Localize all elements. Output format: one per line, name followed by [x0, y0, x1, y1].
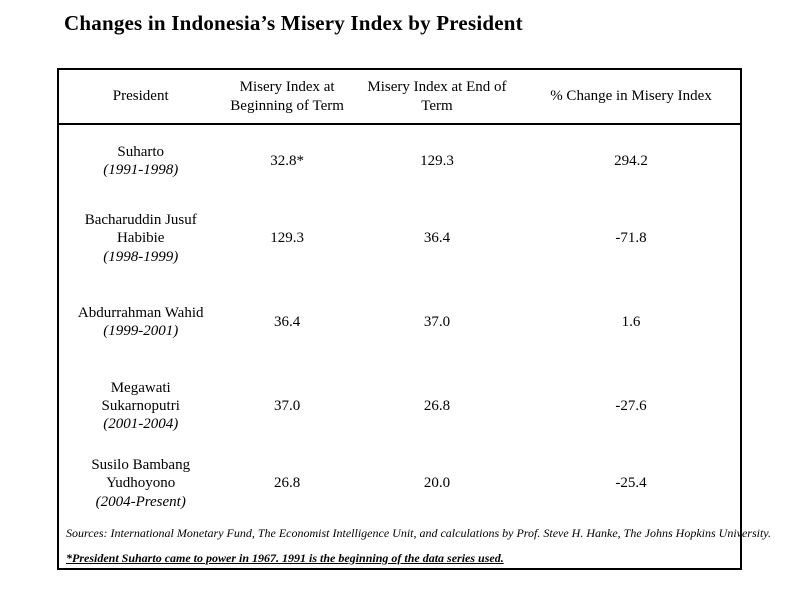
- misery-change-value: -71.8: [615, 230, 647, 247]
- table-row-suharto: Suharto (1991-1998) 32.8* 129.3 294.2: [59, 125, 740, 197]
- page-title: Changes in Indonesia’s Misery Index by P…: [64, 11, 523, 35]
- president-name: Susilo Bambang Yudhoyono: [91, 457, 191, 492]
- table-header-row: President Misery Index at Beginning of T…: [59, 70, 740, 125]
- president-term-years: (2001-2004): [103, 416, 179, 433]
- misery-begin-value: 32.8*: [270, 152, 304, 169]
- misery-change-value: -27.6: [615, 397, 647, 414]
- table-row-wahid: Abdurrahman Wahid (1999-2001) 36.4 37.0 …: [59, 280, 740, 364]
- misery-change-value: 1.6: [621, 313, 641, 330]
- footnote: *President Suharto came to power in 1967…: [66, 550, 504, 565]
- president-cell: Suharto (1991-1998): [59, 125, 222, 197]
- president-name-block: Bacharuddin Jusuf Habibie (1998-1999): [78, 211, 204, 266]
- president-name-block: Suharto (1991-1998): [103, 143, 178, 180]
- misery-change-value: 294.2: [614, 152, 648, 169]
- column-header-label: Misery Index at End of Term: [367, 79, 507, 114]
- column-header-label: President: [112, 88, 169, 105]
- president-cell: Megawati Sukarnoputri (2001-2004): [59, 364, 222, 448]
- sources-note: Sources: International Monetary Fund, Th…: [66, 525, 771, 540]
- table-row-yudhoyono: Susilo Bambang Yudhoyono (2004-Present) …: [59, 448, 740, 519]
- president-name-block: Abdurrahman Wahid (1999-2001): [78, 304, 204, 341]
- column-header-begin-term: Misery Index at Beginning of Term: [222, 70, 351, 123]
- president-term-years: (1991-1998): [103, 162, 179, 178]
- misery-begin-value: 36.4: [274, 313, 301, 330]
- misery-end-value: 20.0: [423, 475, 451, 492]
- president-name: Suharto: [117, 143, 165, 160]
- president-name-block: Susilo Bambang Yudhoyono (2004-Present): [78, 456, 204, 511]
- misery-end-value: 37.0: [423, 313, 451, 330]
- president-term-years: (2004-Present): [95, 493, 186, 510]
- president-name: Bacharuddin Jusuf Habibie: [84, 212, 197, 247]
- misery-end-value: 26.8: [423, 397, 451, 414]
- column-header-end-term: Misery Index at End of Term: [352, 70, 522, 123]
- president-name: Abdurrahman Wahid: [77, 304, 204, 321]
- president-cell: Bacharuddin Jusuf Habibie (1998-1999): [59, 197, 222, 280]
- column-header-pct-change: % Change in Misery Index: [522, 70, 740, 123]
- table-row-megawati: Megawati Sukarnoputri (2001-2004) 37.0 2…: [59, 364, 740, 448]
- column-header-label: % Change in Misery Index: [550, 88, 712, 105]
- president-name: Megawati Sukarnoputri: [101, 379, 180, 414]
- misery-begin-value: 37.0: [274, 397, 301, 414]
- president-name-block: Megawati Sukarnoputri (2001-2004): [78, 379, 204, 434]
- misery-begin-value: 26.8: [274, 475, 301, 492]
- president-cell: Abdurrahman Wahid (1999-2001): [59, 280, 222, 364]
- misery-end-value: 129.3: [420, 152, 454, 169]
- misery-begin-value: 129.3: [270, 230, 304, 247]
- misery-end-value: 36.4: [423, 230, 451, 247]
- misery-change-value: -25.4: [615, 475, 647, 492]
- misery-index-table: President Misery Index at Beginning of T…: [57, 68, 771, 570]
- table-row-habibie: Bacharuddin Jusuf Habibie (1998-1999) 12…: [59, 197, 740, 280]
- column-header-label: Misery Index at Beginning of Term: [230, 79, 344, 114]
- president-term-years: (1999-2001): [103, 323, 179, 339]
- president-term-years: (1998-1999): [103, 248, 179, 265]
- column-header-president: President: [59, 70, 222, 123]
- president-cell: Susilo Bambang Yudhoyono (2004-Present): [59, 448, 222, 519]
